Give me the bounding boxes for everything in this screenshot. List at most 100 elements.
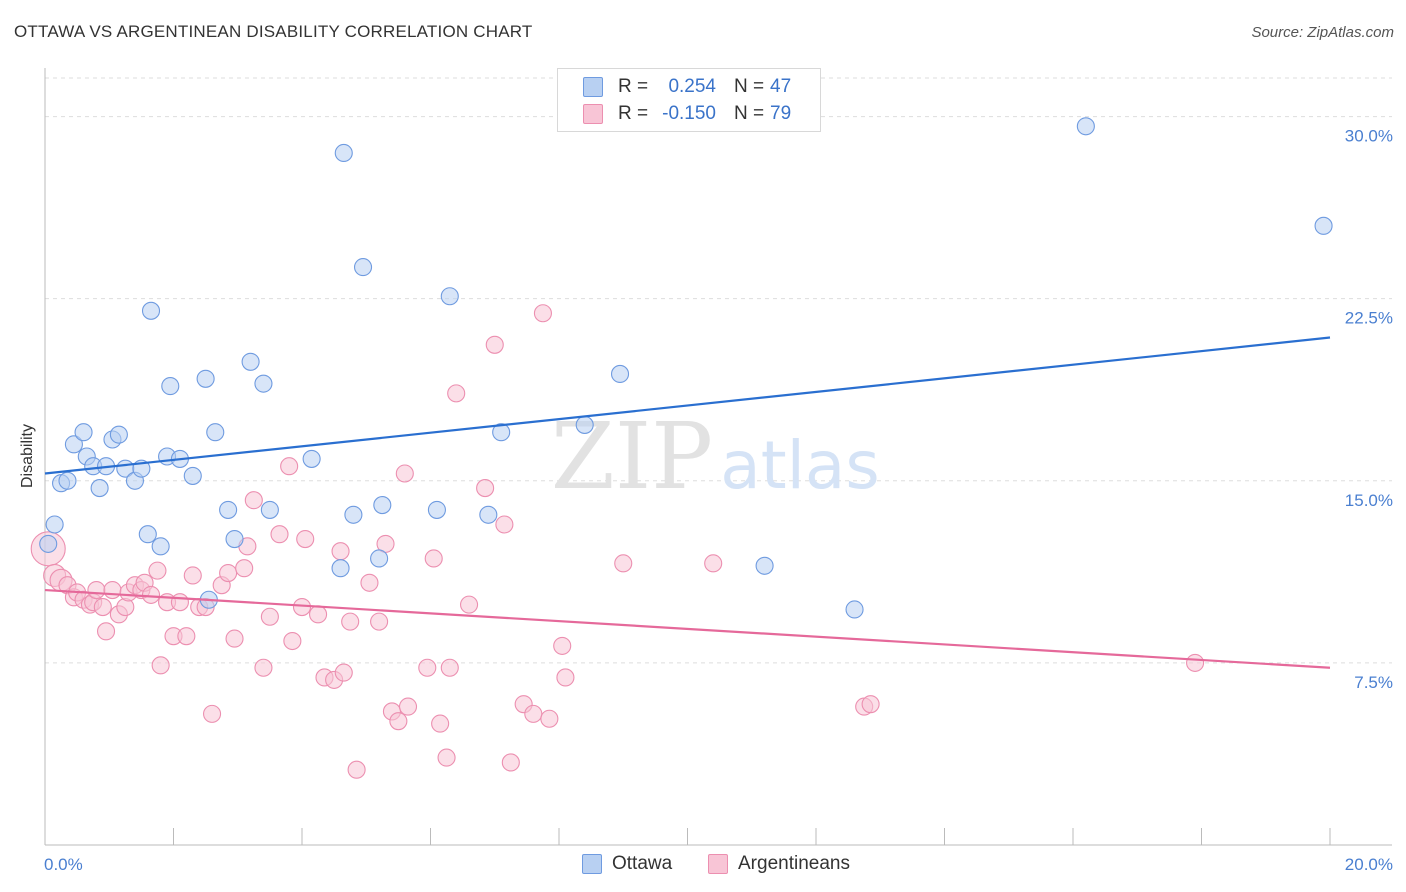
- legend-r-label: R =: [618, 103, 649, 124]
- data-point-argentineans: [395, 464, 414, 483]
- data-point-ottawa: [440, 287, 459, 306]
- data-point-argentineans: [533, 304, 552, 323]
- data-point-ottawa: [575, 415, 594, 434]
- data-point-argentineans: [704, 554, 723, 573]
- data-point-argentineans: [1186, 653, 1205, 672]
- stats-legend: R = 0.254 N = 47 R = -0.150 N = 79: [557, 68, 821, 132]
- data-point-argentineans: [254, 658, 273, 677]
- y-tick-label: 7.5%: [1354, 673, 1393, 692]
- data-point-argentineans: [476, 479, 495, 498]
- data-point-argentineans: [151, 656, 170, 675]
- data-point-argentineans: [447, 384, 466, 403]
- data-point-argentineans: [103, 580, 122, 600]
- data-point-argentineans: [331, 542, 350, 561]
- data-point-ottawa: [334, 143, 353, 163]
- data-point-ottawa: [254, 374, 273, 393]
- data-point-argentineans: [495, 515, 514, 534]
- data-point-argentineans: [370, 612, 389, 631]
- data-point-ottawa: [39, 534, 58, 553]
- watermark-zip: ZIP: [551, 403, 713, 510]
- legend-swatch-argentineans: [708, 854, 728, 874]
- data-point-argentineans: [389, 712, 408, 731]
- data-point-argentineans: [219, 563, 238, 583]
- legend-label-argentineans: Argentineans: [738, 853, 850, 874]
- legend-swatch-ottawa: [582, 854, 602, 874]
- watermark: ZIP atlas: [551, 403, 880, 510]
- data-point-ottawa: [206, 423, 225, 442]
- legend-row-argentineans: R = -0.150 N = 79: [558, 101, 820, 127]
- points-layer: [30, 117, 1333, 779]
- data-point-argentineans: [540, 709, 559, 728]
- data-point-argentineans: [459, 595, 479, 614]
- data-point-ottawa: [479, 505, 498, 524]
- data-point-ottawa: [845, 600, 864, 619]
- data-point-ottawa: [90, 479, 109, 498]
- trend-line-argentineans: [44, 588, 1331, 669]
- series-legend: Ottawa Argentineans: [0, 852, 1406, 878]
- x-tick-label: 20.0%: [1345, 855, 1393, 874]
- data-point-argentineans: [309, 605, 328, 624]
- legend-n-value: 79: [770, 103, 792, 124]
- data-point-argentineans: [225, 629, 244, 648]
- data-point-argentineans: [485, 335, 504, 354]
- data-point-argentineans: [203, 704, 222, 723]
- legend-row-ottawa: R = 0.254 N = 47: [558, 74, 820, 100]
- trend-line-ottawa: [44, 336, 1331, 475]
- source-label: Source: ZipAtlas.com: [1251, 24, 1394, 41]
- watermark-atlas: atlas: [720, 427, 880, 504]
- data-point-ottawa: [225, 530, 244, 549]
- data-point-ottawa: [138, 525, 157, 544]
- trend-layer: [44, 336, 1331, 669]
- data-point-ottawa: [370, 549, 389, 568]
- data-point-ottawa: [161, 377, 180, 396]
- y-tick-label: 15.0%: [1345, 491, 1393, 510]
- legend-n-label: N =: [734, 76, 765, 97]
- data-point-argentineans: [280, 457, 299, 476]
- data-point-argentineans: [141, 585, 161, 604]
- data-point-argentineans: [244, 491, 263, 510]
- data-point-argentineans: [270, 525, 289, 544]
- legend-swatch-argentineans: [583, 104, 603, 124]
- data-point-ottawa: [196, 369, 215, 388]
- data-point-ottawa: [141, 301, 161, 320]
- data-point-argentineans: [341, 612, 360, 631]
- data-point-argentineans: [524, 704, 543, 723]
- data-point-argentineans: [501, 753, 520, 772]
- data-point-ottawa: [45, 515, 64, 534]
- data-point-ottawa: [219, 500, 238, 519]
- y-tick-label: 22.5%: [1345, 309, 1393, 328]
- axis-layer: [44, 68, 1392, 846]
- data-point-argentineans: [614, 554, 633, 573]
- data-point-argentineans: [418, 658, 437, 677]
- legend-n-label: N =: [734, 103, 765, 124]
- data-point-ottawa: [610, 364, 630, 383]
- tick-label-layer: 7.5% 15.0% 22.5% 30.0% 0.0% 20.0%: [44, 127, 1393, 874]
- data-point-ottawa: [427, 500, 446, 519]
- y-tick-label: 30.0%: [1345, 127, 1393, 146]
- data-point-argentineans: [437, 748, 456, 767]
- data-point-ottawa: [353, 258, 373, 277]
- chart-title: OTTAWA VS ARGENTINEAN DISABILITY CORRELA…: [14, 22, 533, 41]
- legend-n-value: 47: [770, 76, 792, 97]
- data-point-argentineans: [296, 530, 315, 549]
- data-point-argentineans: [861, 695, 880, 714]
- data-point-argentineans: [93, 597, 112, 617]
- data-point-argentineans: [360, 573, 379, 592]
- data-point-ottawa: [302, 449, 321, 468]
- data-point-argentineans: [334, 663, 353, 682]
- data-point-argentineans: [260, 607, 279, 626]
- data-point-argentineans: [87, 580, 106, 600]
- data-point-argentineans: [170, 593, 189, 612]
- data-point-ottawa: [755, 556, 774, 575]
- legend-r-value: -0.150: [662, 103, 716, 124]
- data-point-argentineans: [148, 561, 167, 580]
- legend-label-ottawa: Ottawa: [612, 853, 673, 874]
- legend-swatch-ottawa: [583, 77, 603, 97]
- data-point-argentineans: [347, 760, 366, 779]
- data-point-argentineans: [96, 622, 116, 641]
- data-point-ottawa: [260, 500, 279, 519]
- data-point-ottawa: [183, 466, 202, 485]
- data-point-argentineans: [440, 658, 459, 677]
- data-point-argentineans: [235, 559, 254, 578]
- x-tick-label: 0.0%: [44, 855, 83, 874]
